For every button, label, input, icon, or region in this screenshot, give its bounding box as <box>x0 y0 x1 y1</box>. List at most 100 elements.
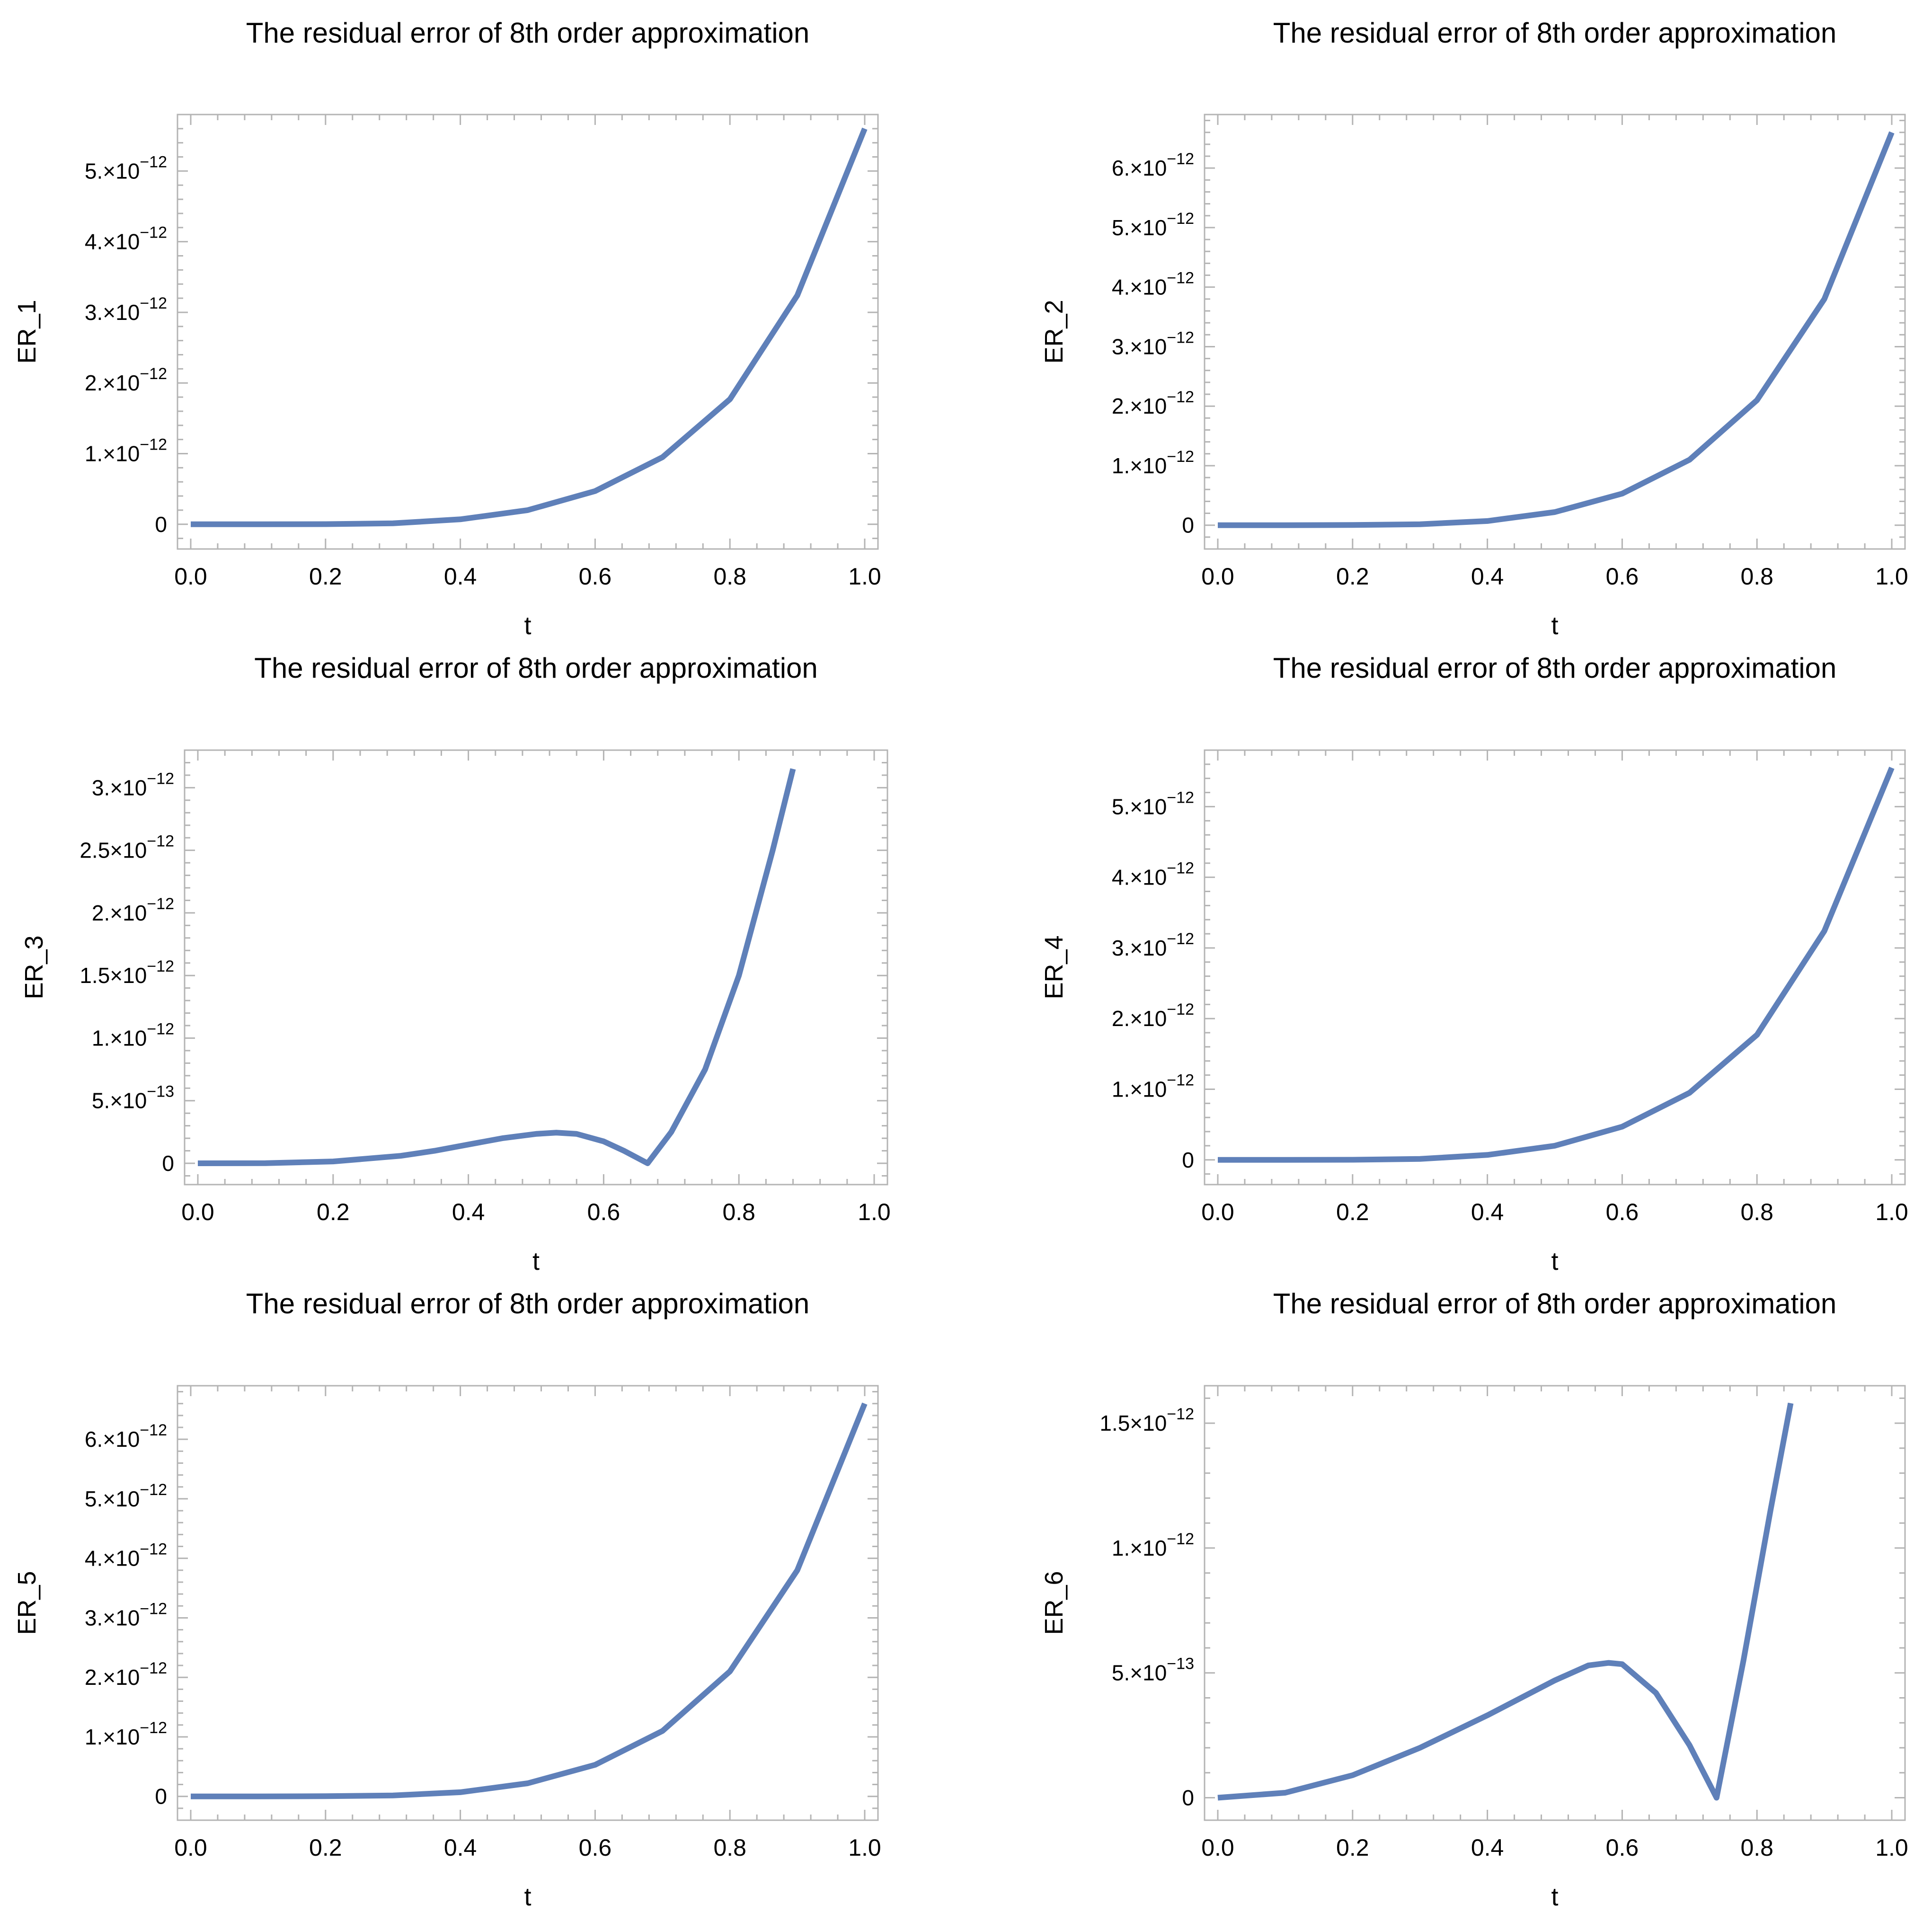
chart-panel-1: The residual error of 8th order approxim… <box>13 17 881 640</box>
x-axis-label: t <box>524 1883 531 1911</box>
x-axis-label: t <box>1551 611 1558 640</box>
y-axis: 01.×10−122.×10−123.×10−124.×10−125.×10−1… <box>85 1391 878 1821</box>
y-tick-label: 0 <box>162 1151 174 1176</box>
y-tick-exponent: −12 <box>1167 1000 1194 1018</box>
plot-frame <box>1204 749 1906 1186</box>
y-tick-exponent: −12 <box>147 832 174 850</box>
y-tick-exponent: −12 <box>147 957 174 975</box>
y-tick-mantissa: 1.×10 <box>1112 1536 1167 1560</box>
x-tick-label: 0.2 <box>1336 1199 1369 1225</box>
y-tick-mantissa: 2.5×10 <box>80 838 147 863</box>
x-tick-label: 0.0 <box>1201 1199 1234 1225</box>
chart-title: The residual error of 8th order approxim… <box>246 17 810 49</box>
x-tick-label: 0.6 <box>587 1199 620 1225</box>
y-tick-exponent: −13 <box>147 1083 174 1101</box>
y-tick-mantissa: 5.×10 <box>1112 794 1167 819</box>
y-tick-label: 5.×10−12 <box>85 153 167 183</box>
y-tick-exponent: −12 <box>140 1719 167 1737</box>
x-axis: 0.0 0.2 0.4 0.6 0.8 1.0 <box>1201 750 1908 1225</box>
x-tick-label: 0.4 <box>1471 563 1504 590</box>
series-line-ER_3 <box>197 768 796 1166</box>
y-tick-mantissa: 0 <box>155 1784 167 1809</box>
x-tick-label: 1.0 <box>1875 563 1908 590</box>
y-tick-mantissa: 1.5×10 <box>80 963 147 988</box>
y-axis-label: ER_3 <box>20 935 48 999</box>
x-tick-label: 0.8 <box>722 1199 755 1225</box>
y-tick-mantissa: 5.×10 <box>85 159 140 183</box>
y-tick-exponent: −12 <box>1167 859 1194 877</box>
x-tick-label: 0.8 <box>1740 563 1773 590</box>
y-tick-exponent: −12 <box>140 153 167 171</box>
y-tick-label: 1.5×10−12 <box>1099 1405 1194 1435</box>
x-tick-label: 0.6 <box>579 1834 612 1861</box>
y-tick-mantissa: 4.×10 <box>1112 275 1167 300</box>
y-tick-label: 0 <box>1182 513 1194 538</box>
x-tick-label: 1.0 <box>848 1834 881 1861</box>
y-tick-mantissa: 1.×10 <box>92 1026 147 1050</box>
y-axis: 01.×10−122.×10−123.×10−124.×10−125.×10−1… <box>1112 749 1905 1175</box>
x-axis-label: t <box>1551 1247 1558 1275</box>
y-tick-exponent: −12 <box>1167 150 1194 168</box>
x-axis: 0.0 0.2 0.4 0.6 0.8 1.0 <box>1201 1386 1908 1861</box>
x-axis: 0.0 0.2 0.4 0.6 0.8 1.0 <box>181 750 891 1225</box>
x-tick-label: 0.6 <box>1606 1199 1639 1225</box>
x-tick-label: 0.0 <box>174 1834 207 1861</box>
series-line-ER_5 <box>191 1402 868 1799</box>
y-axis: 05.×10−131.×10−121.5×10−12 <box>1099 1397 1905 1810</box>
y-tick-mantissa: 0 <box>162 1151 174 1176</box>
x-tick-label: 0.0 <box>1201 1834 1234 1861</box>
x-tick-label: 0.4 <box>1471 1199 1504 1225</box>
y-tick-label: 2.×10−12 <box>1112 1000 1194 1031</box>
y-axis-label: ER_2 <box>1040 300 1068 363</box>
series-line-ER_4 <box>1218 767 1895 1163</box>
y-tick-exponent: −12 <box>140 435 167 453</box>
y-tick-label: 3.×10−12 <box>92 770 174 800</box>
y-tick-mantissa: 4.×10 <box>85 1546 140 1571</box>
x-axis: 0.0 0.2 0.4 0.6 0.8 1.0 <box>174 115 881 590</box>
y-axis: 01.×10−122.×10−123.×10−124.×10−125.×10−1… <box>1112 120 1905 550</box>
y-tick-mantissa: 4.×10 <box>1112 865 1167 890</box>
y-axis: 01.×10−122.×10−123.×10−124.×10−125.×10−1… <box>85 114 878 540</box>
y-tick-label: 1.5×10−12 <box>80 957 174 988</box>
y-tick-label: 6.×10−12 <box>1112 150 1194 180</box>
y-tick-label: 4.×10−12 <box>85 1540 167 1571</box>
chart-panel-6: The residual error of 8th order approxim… <box>1040 1288 1908 1911</box>
y-tick-mantissa: 3.×10 <box>1112 936 1167 960</box>
y-tick-label: 5.×10−12 <box>1112 788 1194 819</box>
x-tick-label: 0.8 <box>713 1834 746 1861</box>
chart-title: The residual error of 8th order approxim… <box>1273 652 1837 684</box>
chart-panel-2: The residual error of 8th order approxim… <box>1040 17 1908 640</box>
y-tick-label: 2.×10−12 <box>92 895 174 925</box>
y-tick-mantissa: 2.×10 <box>1112 1006 1167 1031</box>
x-tick-label: 0.2 <box>1336 563 1369 590</box>
x-tick-label: 1.0 <box>858 1199 891 1225</box>
chart-panel-5: The residual error of 8th order approxim… <box>13 1288 881 1911</box>
y-tick-exponent: −12 <box>1167 1071 1194 1089</box>
series-line-ER_1 <box>191 127 868 527</box>
x-axis-label: t <box>532 1247 540 1275</box>
plot-frame <box>1204 114 1906 550</box>
x-tick-label: 0.4 <box>1471 1834 1504 1861</box>
y-tick-label: 5.×10−13 <box>1112 1655 1194 1685</box>
x-tick-label: 0.6 <box>579 563 612 590</box>
x-tick-label: 1.0 <box>848 563 881 590</box>
y-tick-label: 6.×10−12 <box>85 1421 167 1452</box>
y-tick-mantissa: 6.×10 <box>85 1427 140 1452</box>
y-tick-mantissa: 0 <box>1182 1148 1194 1172</box>
y-tick-label: 5.×10−13 <box>92 1083 174 1113</box>
y-tick-mantissa: 3.×10 <box>85 1605 140 1630</box>
series-line-ER_6 <box>1217 1402 1794 1801</box>
x-axis: 0.0 0.2 0.4 0.6 0.8 1.0 <box>1201 115 1908 590</box>
y-tick-exponent: −13 <box>1167 1655 1194 1673</box>
x-tick-label: 0.6 <box>1606 1834 1639 1861</box>
y-tick-exponent: −12 <box>140 365 167 383</box>
y-tick-mantissa: 1.×10 <box>1112 453 1167 478</box>
y-tick-label: 4.×10−12 <box>1112 859 1194 890</box>
y-tick-label: 1.×10−12 <box>1112 448 1194 478</box>
y-tick-mantissa: 5.×10 <box>92 1089 147 1113</box>
y-tick-label: 1.×10−12 <box>85 435 167 466</box>
y-tick-label: 2.×10−12 <box>85 1659 167 1690</box>
y-tick-exponent: −12 <box>1167 388 1194 406</box>
y-tick-mantissa: 2.×10 <box>85 1665 140 1690</box>
